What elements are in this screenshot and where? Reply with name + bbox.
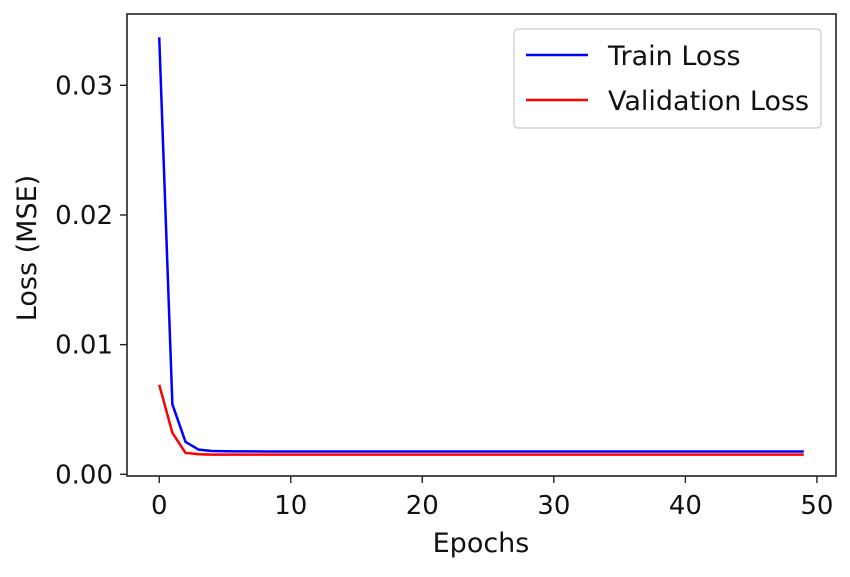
y-tick-label: 0.00 xyxy=(55,460,113,490)
series-line-train-loss xyxy=(157,37,804,453)
legend-box xyxy=(513,28,822,129)
y-tick-label: 0.03 xyxy=(55,71,113,101)
x-tick-label: 50 xyxy=(800,491,833,521)
x-tick-label: 20 xyxy=(406,491,439,521)
x-tick-label: 0 xyxy=(151,491,168,521)
x-tick-label: 30 xyxy=(537,491,570,521)
y-axis-title: Loss (MSE) xyxy=(12,175,43,321)
legend-label-validation-loss: Validation Loss xyxy=(608,86,809,117)
y-tick-label: 0.02 xyxy=(55,201,113,231)
x-tick-label: 10 xyxy=(274,491,307,521)
y-tick-label: 0.01 xyxy=(55,331,113,361)
legend: Train Loss Validation Loss xyxy=(513,28,822,129)
x-axis: 0 10 20 30 40 50 xyxy=(151,476,833,521)
legend-label-train-loss: Train Loss xyxy=(607,41,741,72)
series-line-validation-loss xyxy=(158,384,804,456)
x-axis-title: Epochs xyxy=(433,528,530,559)
x-tick-label: 40 xyxy=(669,491,702,521)
y-axis: 0.00 0.01 0.02 0.03 xyxy=(55,71,127,490)
series-layer xyxy=(157,37,804,456)
